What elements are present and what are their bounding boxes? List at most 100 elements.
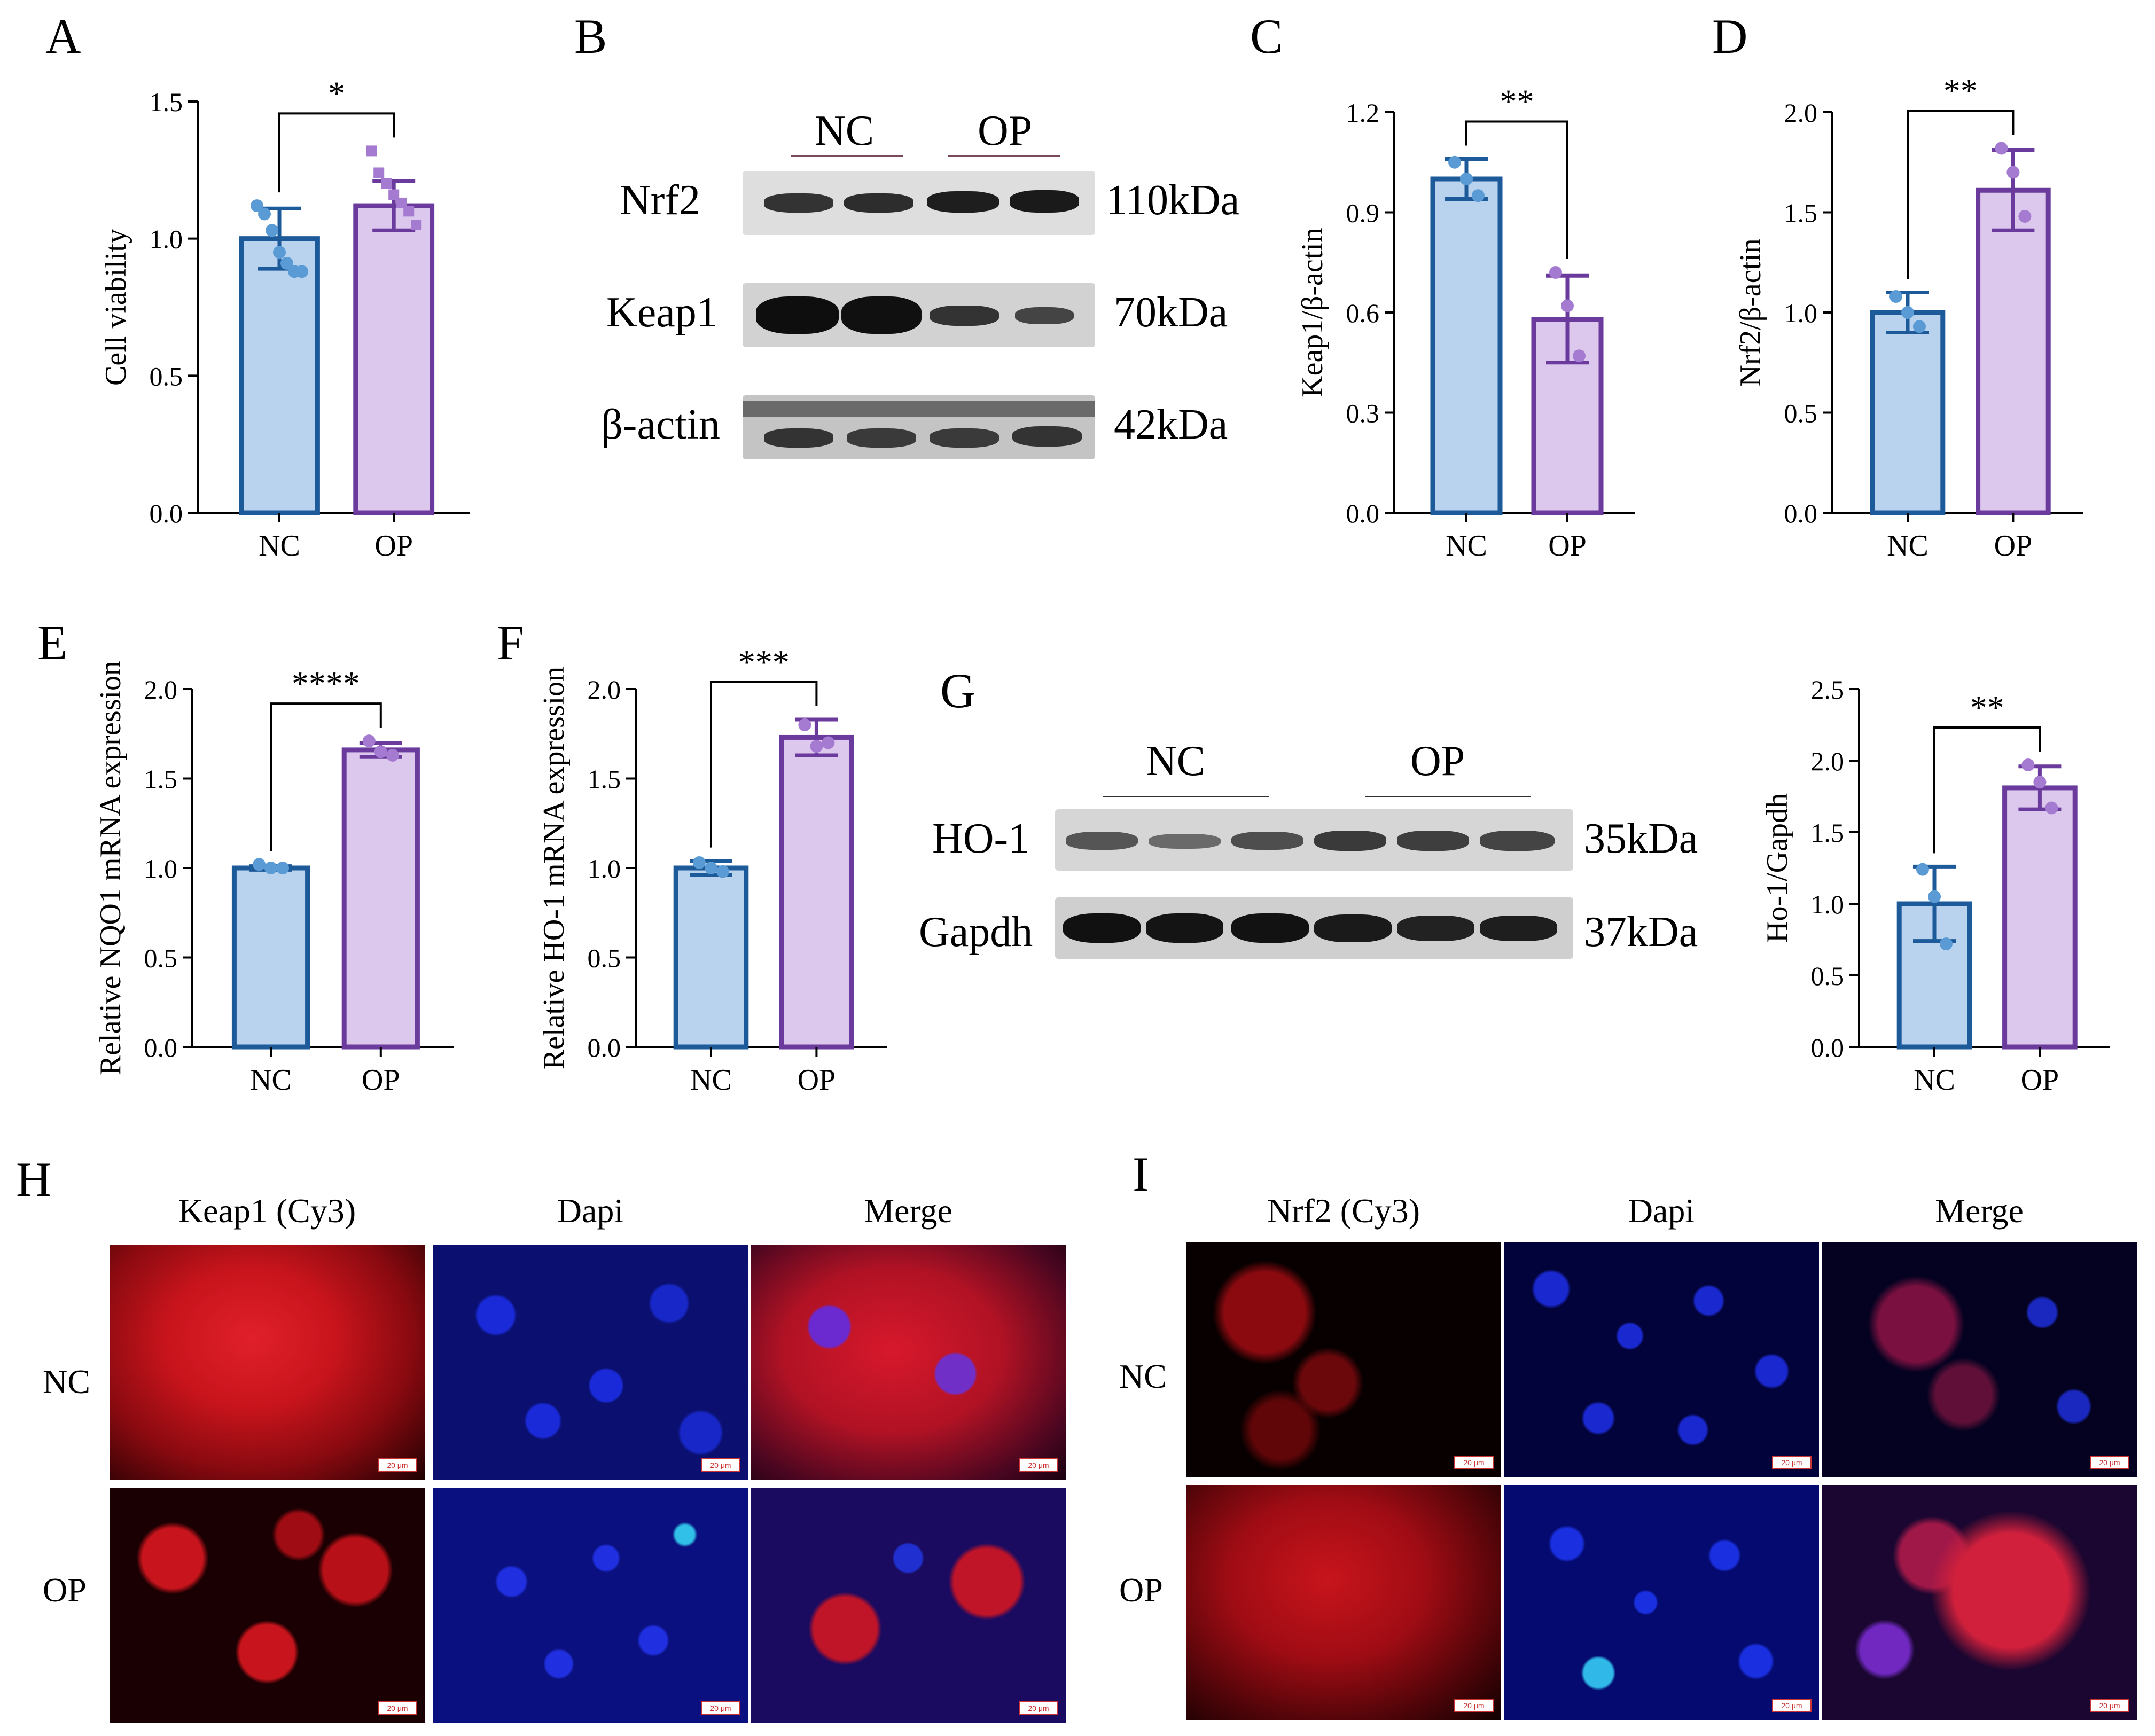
fluor-i-row-nc: NC — [1119, 1357, 1167, 1395]
data-point — [366, 145, 377, 157]
y-tick-label: 0.5 — [1811, 961, 1845, 991]
data-point — [1913, 320, 1926, 333]
y-tick-label: 0.5 — [144, 943, 178, 973]
y-axis-label: Relative NQO1 mRNA expression — [94, 661, 127, 1075]
blot-b-label-keap1: Keap1 — [606, 289, 718, 336]
panel-label-e: E — [37, 615, 68, 670]
blot-g-strip-ho1 — [1055, 809, 1573, 871]
data-point — [693, 856, 706, 869]
blot-g-nc-line — [1103, 796, 1269, 797]
data-point — [1889, 290, 1902, 303]
data-point — [373, 167, 385, 178]
chart-f-ho1: 0.0 0.5 1.0 1.5 2.0 Relative HO-1 mRNA expres… — [537, 643, 887, 1097]
fluor-i-row-op: OP — [1119, 1571, 1163, 1609]
fluor-i-op-merge: 20 μm — [1822, 1485, 2137, 1720]
y-tick-label: 0.0 — [1346, 498, 1380, 528]
x-tick-label: NC — [1914, 1064, 1955, 1097]
scale-bar: 20 μm — [701, 1458, 740, 1472]
y-tick-label: 2.0 — [588, 675, 621, 705]
blot-b-kda-keap1: 70kDa — [1114, 289, 1228, 336]
y-axis-label: Cell viability — [99, 229, 132, 386]
panel-label-a: A — [45, 9, 81, 64]
y-tick-label: 1.0 — [588, 854, 621, 883]
fluor-h-nc-keap1: 20 μm — [110, 1245, 425, 1480]
chart-c-keap1: 0.0 0.3 0.6 0.9 1.2 Keap1/β-actin NC OP ** — [1296, 83, 1635, 562]
data-point — [1448, 155, 1461, 169]
data-point — [822, 736, 835, 749]
panel-label-f: F — [497, 615, 525, 670]
x-tick-label: NC — [690, 1064, 732, 1097]
chart-e-nqo1: 0.0 0.5 1.0 1.5 2.0 Relative NQO1 mRNA expres… — [94, 661, 454, 1097]
y-tick-label: 1.0 — [144, 854, 178, 883]
x-tick-label: OP — [1994, 529, 2033, 562]
y-tick-label: 0.0 — [144, 1033, 178, 1062]
fluor-h-op-merge: 20 μm — [751, 1488, 1066, 1723]
blot-b-group-op: OP — [978, 107, 1033, 154]
bar-op — [779, 734, 854, 1050]
y-tick-label: 1.5 — [144, 764, 178, 794]
x-tick-label: OP — [2021, 1064, 2059, 1097]
data-point — [1561, 299, 1574, 312]
y-tick-label: 1.5 — [588, 764, 621, 794]
fluor-i-nc-nrf2: 20 μm — [1186, 1242, 1501, 1477]
data-point — [1901, 306, 1914, 319]
bar-nc — [1430, 176, 1503, 515]
data-point — [411, 220, 422, 230]
data-point — [1928, 890, 1941, 903]
significance-bracket — [1907, 110, 2015, 279]
bar-op — [2002, 785, 2078, 1050]
scale-bar: 20 μm — [1772, 1699, 1812, 1712]
blot-b-strip-nrf2 — [743, 171, 1095, 235]
y-tick-label: 2.5 — [1811, 675, 1845, 705]
fluor-h-row-nc: NC — [43, 1363, 90, 1401]
data-point — [1916, 863, 1929, 876]
scale-bar: 20 μm — [2090, 1456, 2129, 1469]
blot-b-kda-bactin: 42kDa — [1114, 401, 1228, 448]
significance-label: *** — [738, 643, 790, 681]
x-tick-label: NC — [250, 1064, 292, 1097]
data-point — [798, 718, 811, 731]
fluor-i-title-nrf2: Nrf2 (Cy3) — [1267, 1192, 1420, 1230]
data-point — [266, 224, 278, 237]
blot-g-op-line — [1365, 796, 1531, 797]
y-tick-label: 1.0 — [1811, 889, 1845, 919]
blot-g-group-op: OP — [1410, 738, 1465, 785]
data-point — [251, 199, 263, 213]
fluor-h-title-merge: Merge — [864, 1192, 952, 1230]
data-point — [362, 734, 376, 748]
scale-bar: 20 μm — [1019, 1458, 1058, 1472]
significance-label: * — [328, 74, 345, 112]
y-tick-label: 0.0 — [588, 1033, 621, 1062]
data-point — [716, 865, 729, 878]
significance-label: ** — [1943, 72, 1978, 110]
y-tick-label: 2.0 — [144, 675, 178, 705]
fluor-h-nc-dapi: 20 μm — [433, 1245, 748, 1480]
significance-bracket — [1465, 120, 1568, 259]
data-point — [2045, 801, 2058, 815]
y-tick-label: 1.5 — [1811, 818, 1845, 848]
data-point — [253, 858, 266, 871]
blot-g-group-nc: NC — [1146, 738, 1206, 785]
y-tick-label: 0.5 — [1784, 398, 1818, 428]
fluor-h-op-dapi: 20 μm — [433, 1488, 748, 1723]
fluor-i-nc-merge: 20 μm — [1822, 1242, 2137, 1477]
chart-a-cell-viability: 0.0 0.5 1.0 1.5 Cell viability NC OP * — [99, 74, 470, 562]
y-tick-label: 1.5 — [1784, 198, 1818, 228]
blot-g-label-ho1: HO-1 — [932, 815, 1030, 862]
y-tick-label: 0.0 — [1811, 1033, 1845, 1062]
y-tick-label: 0.6 — [1346, 298, 1380, 328]
fluor-i-op-nrf2: 20 μm — [1186, 1485, 1501, 1720]
y-tick-label: 1.0 — [1784, 298, 1818, 328]
y-axis-label: Relative HO-1 mRNA expression — [537, 667, 571, 1069]
data-point — [2033, 776, 2047, 789]
scale-bar: 20 μm — [2090, 1699, 2129, 1712]
y-tick-label: 1.5 — [150, 87, 183, 117]
scale-bar: 20 μm — [701, 1701, 740, 1715]
data-point — [705, 862, 717, 874]
y-tick-label: 0.0 — [1784, 498, 1818, 528]
blot-b-nc-line — [791, 155, 903, 157]
panel-label-h: H — [16, 1152, 52, 1207]
significance-bracket — [270, 702, 382, 851]
y-tick-label: 1.0 — [150, 224, 183, 254]
x-tick-label: OP — [374, 529, 413, 562]
